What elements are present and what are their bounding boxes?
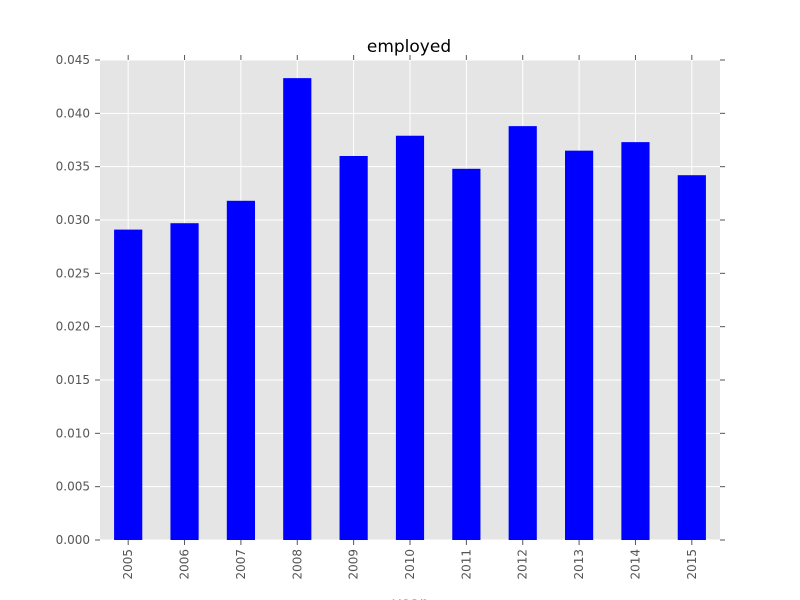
chart-title: employed (367, 37, 451, 57)
bar-2010 (395, 135, 425, 540)
x-tick-label: 2005 (121, 549, 135, 580)
bar-2006 (170, 223, 199, 540)
y-tick-label: 0.010 (56, 426, 90, 440)
x-tick-label: 2007 (234, 549, 248, 580)
bar-2011 (452, 168, 481, 541)
y-tick-label: 0.040 (56, 106, 90, 120)
y-tick-label: 0.000 (56, 533, 90, 547)
bar-2012 (508, 126, 537, 540)
x-tick-label: 2014 (628, 549, 642, 580)
x-axis-label: year (392, 594, 426, 600)
bar-2005 (114, 229, 143, 540)
axis-ticks (95, 55, 725, 545)
y-tick-label: 0.045 (56, 53, 90, 67)
bar-2014 (621, 142, 650, 540)
bar-2007 (226, 200, 255, 541)
y-tick-label: 0.005 (56, 480, 90, 494)
bars (114, 78, 706, 541)
y-tick-label: 0.015 (56, 373, 90, 387)
y-tick-label: 0.030 (56, 213, 90, 227)
bar-2009 (339, 156, 368, 540)
bar-2015 (677, 175, 706, 540)
y-tick-label: 0.025 (56, 266, 90, 280)
bar-2013 (565, 150, 594, 540)
x-tick-label: 2010 (403, 549, 417, 580)
x-tick-label: 2013 (572, 549, 586, 580)
x-tick-label: 2006 (178, 549, 192, 580)
tick-labels: 0.000 0.005 0.010 0.015 0.020 0.025 0.030 0.035… (56, 53, 699, 580)
x-tick-label: 2015 (685, 549, 699, 580)
x-tick-label: 2008 (290, 549, 304, 580)
y-tick-label: 0.020 (56, 320, 90, 334)
x-tick-label: 2012 (516, 549, 530, 580)
bar-2008 (283, 78, 312, 540)
y-tick-label: 0.035 (56, 160, 90, 174)
x-tick-label: 2009 (347, 549, 361, 580)
x-tick-label: 2011 (459, 549, 473, 580)
